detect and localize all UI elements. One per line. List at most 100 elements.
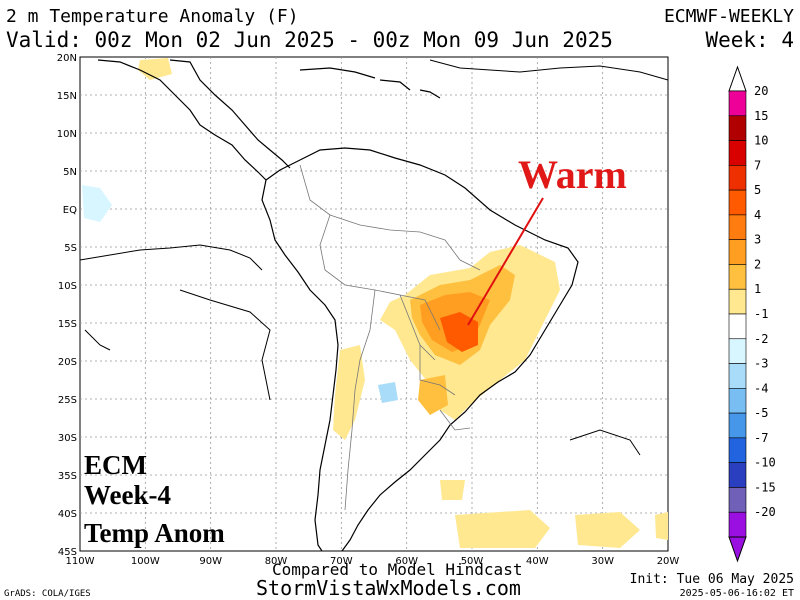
overlay-line-2: Week-4: [84, 480, 171, 510]
overlay-line-1: ECM: [84, 450, 147, 480]
lat-label: 10S: [58, 281, 77, 292]
lat-label: 30S: [58, 433, 77, 444]
lat-label: 35S: [58, 471, 77, 482]
anomaly-shading: [82, 58, 668, 548]
legend-label: -7: [754, 431, 768, 445]
legend-label: 7: [754, 158, 761, 172]
legend-label: 2: [754, 257, 761, 271]
coastlines: [97, 59, 579, 552]
week-label: Week: 4: [705, 28, 794, 52]
lat-label: 40S: [58, 509, 77, 520]
legend-swatch: [728, 487, 747, 513]
grads-credit: GrADS: COLA/IGES: [4, 589, 91, 599]
legend-swatch: [728, 412, 747, 439]
contour-atlantic-north: [429, 59, 669, 81]
legend-label: -3: [754, 357, 768, 371]
color-legend: 20 15 10 7 5 4 3 2 1 -1 -2 -3 -4 -5 -7 -10 -15 -20: [728, 65, 776, 563]
legend-swatch: [728, 511, 747, 538]
legend-swatch: [728, 288, 747, 315]
legend-swatch: [728, 264, 747, 290]
compared-note: Compared to Model Hindcast: [272, 560, 523, 579]
legend-label: 15: [754, 109, 768, 123]
warm-anomaly-peak: [440, 312, 478, 352]
chart-title: 2 m Temperature Anomaly (F): [6, 6, 299, 27]
cold-anomaly-patch: [82, 185, 112, 222]
map-gridlines: [80, 57, 668, 551]
anomaly-contours: [79, 59, 669, 456]
lon-labels: 110W 100W 90W 80W 70W 60W 50W 40W 30W 20W: [66, 556, 680, 567]
legend-label: -20: [754, 505, 776, 519]
cold-anomaly-argentina: [378, 382, 398, 403]
central-america-coast-caribbean: [169, 59, 291, 169]
south-america-west-coast: [261, 179, 339, 552]
lon-label: 50W: [461, 556, 484, 567]
legend-swatch: [728, 140, 747, 166]
warm-anomaly-atlantic: [455, 510, 550, 548]
lon-label: 110W: [66, 556, 95, 567]
legend-label: 1: [754, 282, 761, 296]
legend-label: -2: [754, 332, 768, 346]
hispaniola-outline: [379, 79, 411, 91]
legend-swatch: [728, 388, 747, 414]
lat-label: 15N: [57, 91, 77, 102]
warm-annotation: Warm: [518, 152, 627, 197]
legend-swatch: [728, 214, 747, 240]
lon-label: 30W: [591, 556, 614, 567]
south-america-east-coast: [265, 147, 579, 552]
lon-label: 70W: [330, 556, 353, 567]
valid-period: Valid: 00z Mon 02 Jun 2025 - 00z Mon 09 …: [6, 28, 613, 52]
lat-label: 10N: [57, 129, 77, 140]
legend-label: 4: [754, 208, 761, 222]
border-brazil-internal: [444, 239, 481, 271]
legend-swatch: [728, 90, 747, 117]
legend-top-arrow: [728, 65, 747, 92]
site-watermark: StormVistaWxModels.com: [256, 576, 521, 600]
legend-swatch: [728, 313, 747, 340]
country-borders: [299, 164, 481, 511]
legend-label: 5: [754, 183, 761, 197]
lat-label: 20N: [57, 53, 77, 64]
legend-swatch: [728, 462, 747, 488]
contour-pacific-2: [179, 289, 271, 401]
lon-label: 60W: [395, 556, 418, 567]
lat-labels: 20N 15N 10N 5N EQ 5S 10S 15S 20S 25S 30S 35S 40S 45S: [57, 53, 77, 558]
contour-atlantic-south: [569, 429, 641, 456]
legend-swatch: [728, 338, 747, 364]
legend-label: -1: [754, 307, 768, 321]
legend-label: 3: [754, 233, 761, 247]
lon-label: 40W: [526, 556, 549, 567]
lon-label: 20W: [657, 556, 680, 567]
lon-label: 80W: [265, 556, 288, 567]
warm-anomaly-atlantic-3: [575, 512, 640, 548]
legend-swatch: [728, 189, 747, 216]
init-time: Init: Tue 06 May 2025: [629, 572, 794, 587]
lesser-antilles: [419, 89, 441, 99]
warm-anomaly-atlantic-2: [440, 480, 465, 500]
lat-label: 5S: [64, 243, 77, 254]
warm-arrow: [467, 197, 544, 326]
central-america-coast-pacific: [97, 59, 267, 181]
legend-label: -5: [754, 406, 768, 420]
border-north: [299, 164, 446, 241]
legend-label: -15: [754, 480, 776, 494]
lat-label: 45S: [58, 547, 77, 558]
lon-label: 90W: [199, 556, 222, 567]
border-chile-argentina: [344, 289, 376, 511]
border-brazil-bolivia: [399, 294, 441, 331]
lat-label: 20S: [58, 357, 77, 368]
warm-anomaly-atlantic-4: [655, 512, 668, 540]
legend-swatch: [728, 165, 747, 191]
lat-label: 15S: [58, 319, 77, 330]
legend-swatch: [728, 115, 747, 141]
legend-label: -10: [754, 456, 776, 470]
lat-label: EQ: [63, 205, 77, 216]
legend-swatch: [728, 437, 747, 463]
contour-pacific-3: [84, 329, 111, 351]
cuba-outline: [299, 67, 376, 79]
overlay-line-3: Temp Anom: [84, 518, 225, 548]
legend-swatch: [728, 363, 747, 389]
warm-anomaly-andes: [333, 345, 365, 440]
lat-label: 25S: [58, 395, 77, 406]
map-frame: [79, 56, 669, 552]
